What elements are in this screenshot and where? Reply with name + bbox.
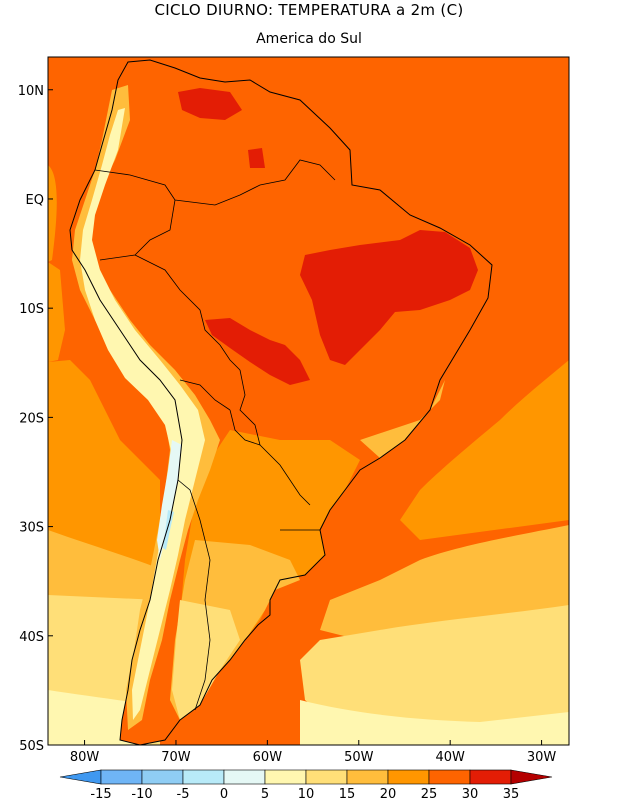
colorbar-label: 10 — [298, 787, 315, 800]
lon-label: 80W — [70, 750, 100, 765]
colorbar-swatch — [223, 769, 266, 785]
colorbar-swatch — [305, 769, 348, 785]
colorbar-swatch — [182, 769, 225, 785]
colorbar-swatch — [387, 769, 430, 785]
colorbar-label: 20 — [380, 787, 397, 800]
colorbar-label: -10 — [131, 787, 152, 800]
colorbar-label: -5 — [177, 787, 190, 800]
colorbar-label: 30 — [462, 787, 479, 800]
land-hot-brazil — [178, 88, 478, 385]
land-mild-south — [170, 380, 445, 720]
colorbar-label: 0 — [220, 787, 228, 800]
map-title: CICLO DIURNO: TEMPERATURA a 2m (C) — [154, 1, 464, 19]
lat-label: 10S — [19, 302, 44, 317]
andes-coldest — [157, 440, 182, 560]
lon-label: 50W — [344, 750, 374, 765]
lat-label: 20S — [19, 411, 44, 426]
lon-label: 40W — [435, 750, 465, 765]
lon-label: 30W — [527, 750, 557, 765]
colorbar-swatch — [346, 769, 389, 785]
colorbar-label: -15 — [90, 787, 111, 800]
lat-label: EQ — [26, 193, 44, 208]
lat-label: 40S — [19, 630, 44, 645]
andes-freezing — [163, 510, 174, 550]
colorbar-swatch — [469, 769, 512, 785]
colorbar-swatch — [100, 769, 143, 785]
colorbar-swatch — [264, 769, 307, 785]
map-subtitle: America do Sul — [256, 31, 362, 47]
ocean-band-cold — [48, 595, 569, 745]
land-cool-south — [172, 600, 240, 720]
country-borders — [94, 159, 336, 711]
ocean-band-cool — [48, 525, 569, 640]
latitude-axis: 10N EQ 10S 20S 30S 40S 50S — [18, 84, 53, 754]
colorbar-swatch — [59, 769, 102, 785]
colorbar-label: 5 — [261, 787, 269, 800]
colorbar-label: 15 — [339, 787, 356, 800]
lon-label: 70W — [161, 750, 191, 765]
plot-frame — [47, 56, 570, 746]
ocean-band-mid — [48, 165, 569, 600]
colorbar-swatch — [428, 769, 471, 785]
lon-label: 60W — [253, 750, 283, 765]
colorbar: -15 -10 -5 0 5 10 15 20 25 30 35 — [59, 769, 553, 800]
ocean-band-coldest — [48, 690, 569, 745]
lat-label: 30S — [19, 521, 44, 536]
andes-cold — [80, 108, 205, 720]
lat-label: 10N — [18, 84, 44, 99]
colorbar-label: 25 — [421, 787, 438, 800]
colorbar-swatch — [141, 769, 184, 785]
coastline — [69, 59, 493, 745]
colorbar-label: 35 — [503, 787, 520, 800]
lat-label: 50S — [19, 739, 44, 754]
colorbar-swatch — [510, 769, 553, 785]
longitude-axis: 80W 70W 60W 50W 40W 30W — [70, 740, 557, 765]
temperature-field — [48, 57, 569, 745]
